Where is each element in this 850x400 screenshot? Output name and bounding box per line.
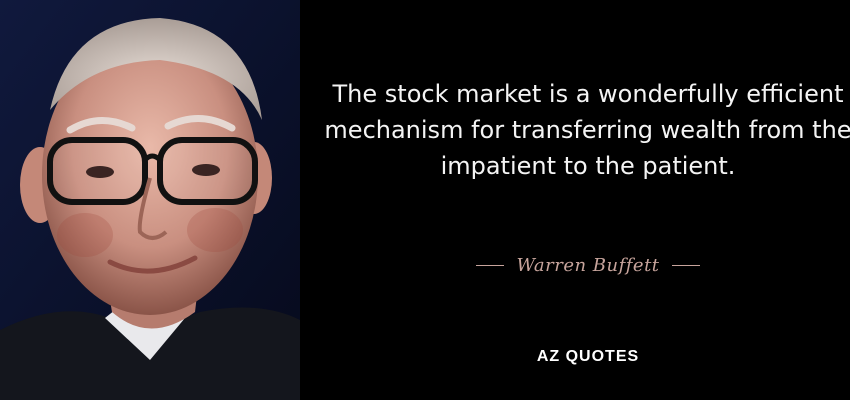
author-portrait <box>0 0 300 400</box>
author-divider-right <box>671 265 700 266</box>
author-divider-left <box>476 265 505 266</box>
author-attribution: Warren Buffett <box>318 255 850 276</box>
quote-text: The stock market is a wonderfully effici… <box>324 80 850 180</box>
author-name: Warren Buffett <box>516 255 660 276</box>
brand-logo: AZ QUOTES <box>536 348 640 365</box>
